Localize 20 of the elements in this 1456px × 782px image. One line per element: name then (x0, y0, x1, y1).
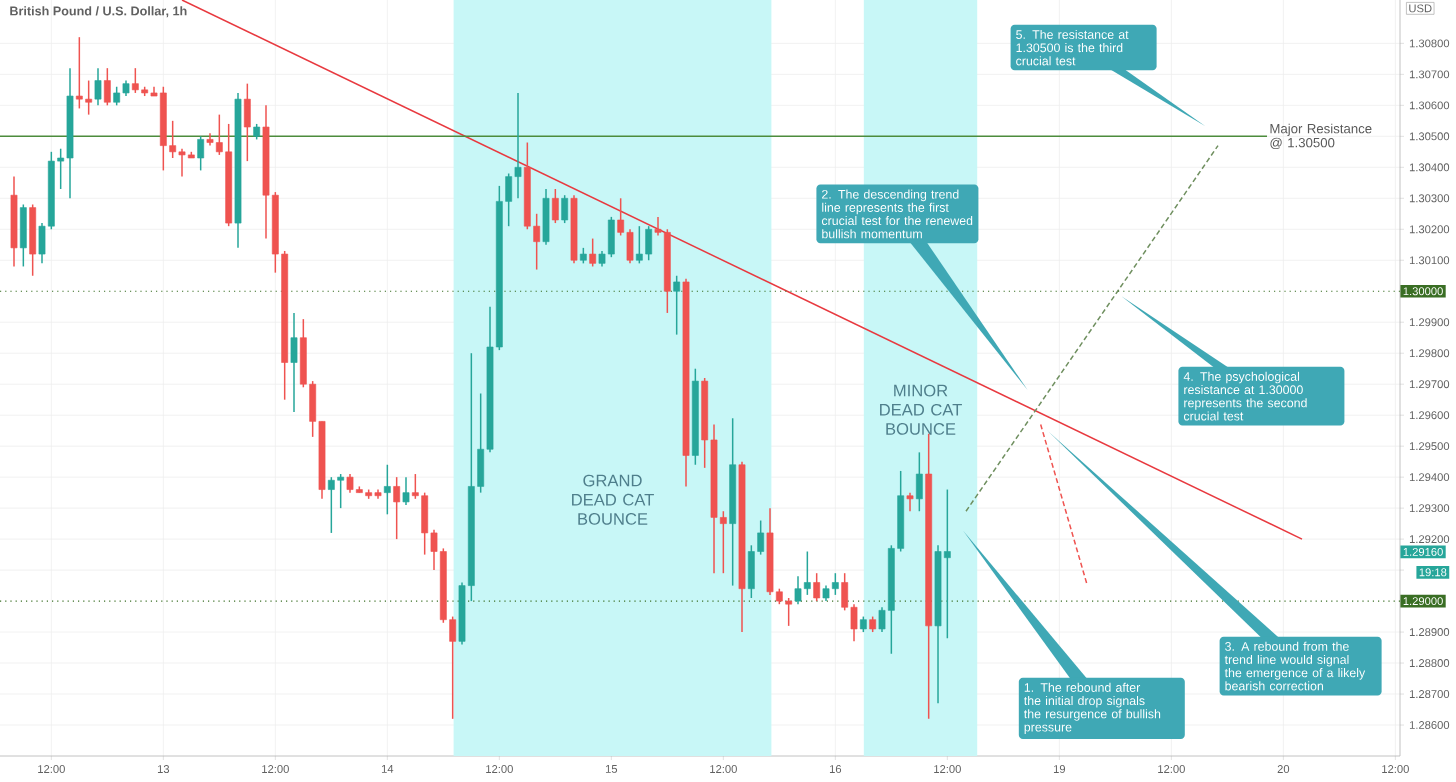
candlestick (103, 67, 111, 107)
candlestick (589, 237, 597, 268)
candlestick (243, 82, 251, 162)
candlestick (393, 476, 401, 540)
candlestick (915, 451, 923, 512)
annotation: GRAND DEAD CAT BOUNCE (572, 474, 654, 525)
candlestick (906, 491, 914, 512)
candlestick (19, 203, 27, 268)
candlestick (673, 275, 681, 336)
candlestick (29, 203, 37, 277)
candlestick (551, 188, 559, 224)
candlestick (197, 135, 205, 172)
candlestick (813, 572, 821, 602)
candlestick (94, 67, 102, 107)
candlestick (542, 188, 550, 246)
candlestick (383, 464, 391, 516)
annotation: MINOR DEAD CAT BOUNCE (880, 384, 962, 435)
candlestick (402, 476, 410, 506)
candlestick (290, 312, 298, 413)
candlestick (561, 194, 569, 224)
